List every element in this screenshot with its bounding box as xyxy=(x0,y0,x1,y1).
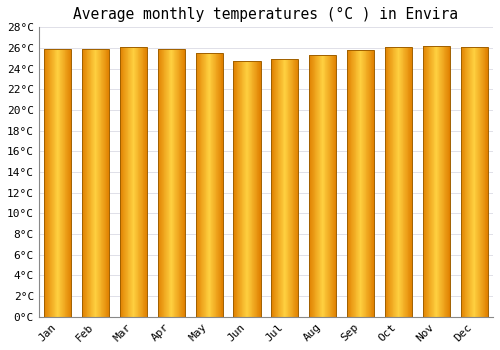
Bar xyxy=(234,61,260,317)
Bar xyxy=(347,50,374,317)
Bar xyxy=(385,47,412,317)
Bar xyxy=(196,53,223,317)
Bar xyxy=(158,49,185,317)
Bar xyxy=(422,46,450,317)
Bar xyxy=(82,49,109,317)
Bar xyxy=(309,55,336,317)
Bar xyxy=(271,60,298,317)
Bar xyxy=(120,47,147,317)
Bar xyxy=(460,47,488,317)
Title: Average monthly temperatures (°C ) in Envira: Average monthly temperatures (°C ) in En… xyxy=(74,7,458,22)
Bar xyxy=(44,49,72,317)
